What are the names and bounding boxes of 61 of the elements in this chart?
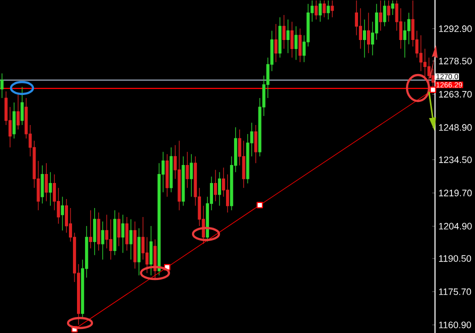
candlestick — [362, 19, 366, 58]
candlestick — [170, 147, 173, 193]
point — [430, 86, 436, 93]
candlestick — [286, 19, 290, 54]
candlestick — [186, 152, 189, 188]
candlestick — [190, 154, 193, 198]
candlestick — [12, 102, 16, 139]
candlestick — [274, 24, 278, 62]
candlestick — [214, 170, 218, 202]
candlestick — [93, 208, 96, 256]
candlestick — [48, 172, 52, 206]
candlestick — [125, 216, 128, 251]
y-tick-label: 1263.70 — [439, 90, 472, 98]
y-tick-label: 1160.90 — [439, 322, 472, 328]
point — [256, 202, 263, 208]
candlestick — [278, 16, 282, 58]
candlestick — [109, 218, 112, 260]
candlestick — [379, 0, 382, 32]
candlestick — [89, 210, 92, 249]
candlestick — [166, 154, 169, 198]
candlestick — [326, 0, 330, 20]
candlestick — [0, 73, 4, 98]
candlestick — [182, 156, 185, 206]
candlestick — [290, 21, 294, 58]
candlestick — [254, 124, 258, 164]
y-tick-label: 1248.90 — [439, 124, 472, 131]
candlestick — [367, 12, 370, 54]
y-tick-label: 1190.50 — [439, 255, 472, 262]
candlestick — [20, 86, 24, 126]
candlestick — [294, 26, 298, 60]
candlestick — [121, 214, 124, 254]
candlestick — [330, 0, 334, 18]
candlestick — [129, 218, 132, 260]
candlestick — [44, 162, 48, 202]
candlestick — [60, 196, 64, 231]
candlestick — [117, 212, 120, 246]
y-tick-label: 1175.70 — [439, 288, 472, 296]
y-tick-label: 1292.90 — [439, 25, 472, 32]
y-tick-label: 1234.50 — [439, 156, 472, 164]
candlestick — [137, 228, 141, 276]
candlestick — [383, 0, 386, 27]
y-tick-label: 1278.50 — [439, 58, 472, 64]
candlestick — [318, 0, 322, 22]
candlestick — [150, 226, 153, 276]
candlestick — [218, 172, 222, 206]
candlestick — [16, 93, 20, 130]
candlestick — [387, 0, 390, 22]
candlestick — [282, 14, 286, 50]
y-tick-label: 1204.90 — [439, 222, 472, 230]
candlestick — [178, 140, 181, 211]
candlestick — [314, 0, 318, 20]
candlestick — [133, 221, 136, 269]
candlestick — [391, 0, 394, 16]
candlestick — [154, 239, 157, 280]
candlestick — [97, 212, 100, 251]
y-tick-label: 1219.70 — [439, 190, 472, 196]
candlestick — [322, 0, 326, 18]
candlestick — [113, 210, 116, 256]
candlestick — [298, 28, 302, 62]
candlestick — [40, 165, 44, 204]
candlestick — [101, 221, 104, 260]
